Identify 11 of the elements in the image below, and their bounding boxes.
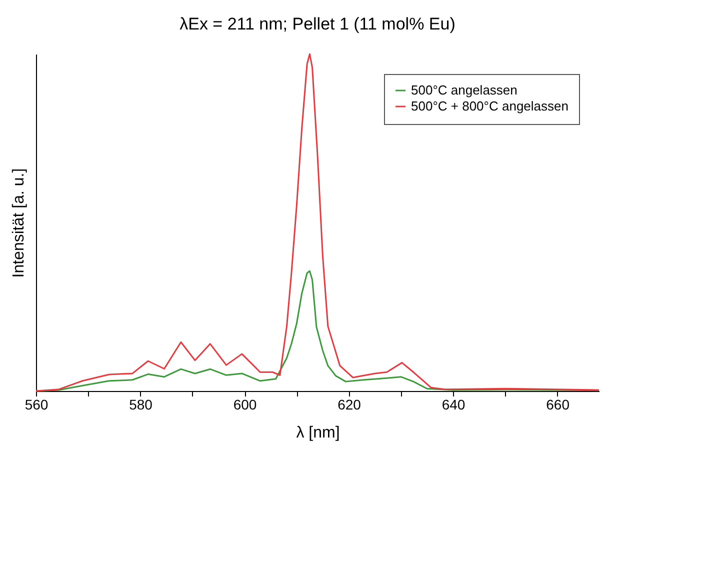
chart-title: λEx = 211 nm; Pellet 1 (11 mol% Eu) [180,14,456,34]
x-tick-label: 620 [338,396,362,412]
x-tick-label: 660 [546,396,570,412]
legend-label: 500°C angelassen [411,82,518,98]
x-tick-label: 560 [24,396,48,412]
x-tick-label: 640 [442,396,466,412]
y-axis-title: Intensität [a. u.] [10,168,28,278]
legend-label: 500°C + 800°C angelassen [411,98,568,114]
x-tick-label: 600 [233,396,257,412]
x-axis-title: λ [nm] [296,424,340,442]
x-tick-label: 580 [129,396,153,412]
